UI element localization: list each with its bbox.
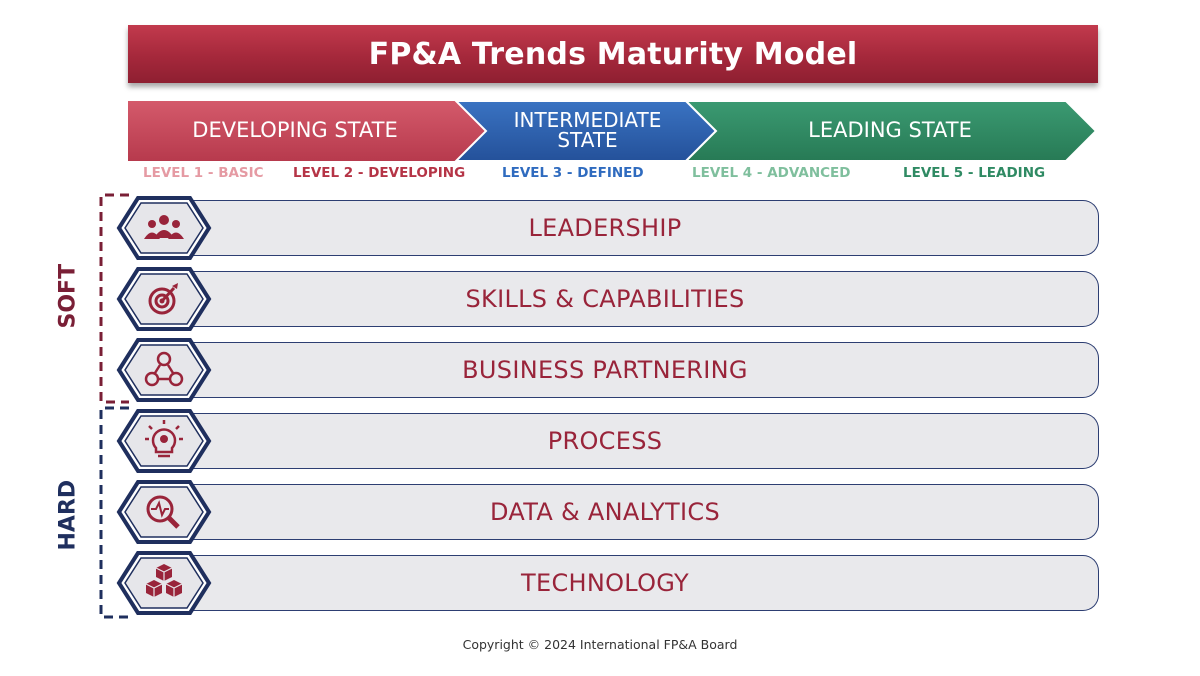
state-intermediate-line1: INTERMEDIATE (513, 108, 662, 132)
level-4-label: LEVEL 4 - ADVANCED (692, 165, 851, 181)
developing-state-arrow (128, 101, 486, 161)
level-2-label: LEVEL 2 - DEVELOPING (293, 165, 466, 181)
magnifier-pulse-icon (116, 480, 212, 544)
row-process (170, 413, 1099, 469)
page-title: FP&A Trends Maturity Model (128, 25, 1098, 83)
target-icon (116, 267, 212, 331)
state-arrows (128, 100, 1098, 162)
lightbulb-gear-icon (116, 409, 212, 473)
row-data-analytics (170, 484, 1099, 540)
state-intermediate-label: INTERMEDIATE STATE (480, 110, 695, 150)
row-business-partnering (170, 342, 1099, 398)
hard-group-label: HARD (55, 479, 81, 551)
team-icon (116, 196, 212, 260)
dimension-technology-label: TECHNOLOGY (521, 569, 689, 597)
row-technology (170, 555, 1099, 611)
dimension-business-partnering-label: BUSINESS PARTNERING (462, 356, 748, 384)
level-5-label: LEVEL 5 - LEADING (903, 165, 1046, 181)
copyright-text: Copyright © 2024 International FP&A Boar… (462, 637, 738, 652)
dimension-process-label: PROCESS (547, 427, 663, 455)
dimension-leadership-label: LEADERSHIP (528, 214, 682, 242)
row-leadership (170, 200, 1099, 256)
state-leading-label: LEADING STATE (808, 118, 972, 142)
leading-state-arrow (683, 100, 1098, 162)
row-skills (170, 271, 1099, 327)
level-1-label: LEVEL 1 - BASIC (143, 165, 264, 181)
dimension-skills-label: SKILLS & CAPABILITIES (465, 285, 745, 313)
cubes-icon (116, 551, 212, 615)
soft-bracket (99, 193, 129, 404)
soft-group-label: SOFT (55, 263, 81, 329)
network-icon (116, 338, 212, 402)
state-intermediate-line2: STATE (557, 128, 618, 152)
level-3-label: LEVEL 3 - DEFINED (502, 165, 644, 181)
state-developing-label: DEVELOPING STATE (192, 118, 398, 142)
dimension-data-analytics-label: DATA & ANALYTICS (490, 498, 720, 526)
